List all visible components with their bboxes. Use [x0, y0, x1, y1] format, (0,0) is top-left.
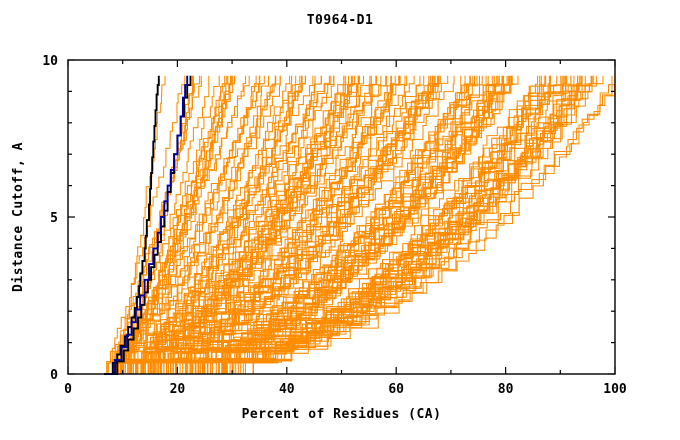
prediction-curve — [100, 75, 257, 375]
prediction-curve — [101, 75, 250, 375]
x-tick-label: 80 — [498, 382, 514, 397]
prediction-curve — [98, 75, 316, 375]
prediction-curve — [97, 75, 306, 375]
prediction-curve — [107, 75, 270, 375]
prediction-curve — [114, 75, 220, 375]
prediction-curve — [113, 75, 401, 375]
prediction-curve — [96, 75, 360, 375]
prediction-curve — [114, 75, 582, 375]
y-axis-title: Distance Cutoff, A — [11, 142, 26, 292]
x-tick-label: 20 — [170, 382, 186, 397]
chart-title: T0964-D1 — [306, 13, 374, 28]
prediction-curve — [101, 75, 583, 375]
prediction-curve — [104, 75, 562, 375]
x-tick-label: 60 — [388, 382, 404, 397]
prediction-curve — [109, 75, 483, 375]
y-tick-label: 5 — [50, 211, 58, 226]
prediction-curve — [98, 75, 441, 375]
prediction-curve — [102, 75, 234, 375]
prediction-curve — [103, 75, 568, 375]
axis-frame — [67, 59, 616, 375]
prediction-curve — [108, 75, 440, 375]
x-tick-label: 0 — [64, 382, 72, 397]
prediction-curve — [99, 75, 539, 375]
prediction-curve — [114, 75, 498, 375]
prediction-curve — [98, 75, 415, 375]
prediction-curve — [107, 75, 265, 375]
prediction-curve — [102, 75, 563, 375]
y-tick-label: 0 — [50, 368, 58, 383]
prediction-curve — [104, 75, 558, 375]
x-tick-label: 40 — [279, 382, 295, 397]
prediction-curve — [106, 75, 400, 375]
prediction-curve — [112, 75, 474, 375]
prediction-curve — [101, 75, 594, 375]
reference-curve-black-reference-1 — [104, 75, 160, 375]
prediction-curve — [112, 75, 439, 375]
y-tick-label: 10 — [42, 54, 58, 69]
prediction-curve — [109, 75, 616, 375]
prediction-curve — [96, 75, 356, 375]
prediction-curve — [111, 75, 281, 375]
prediction-curve — [102, 75, 186, 375]
reference-curve-blue-reference — [105, 75, 189, 375]
x-tick-label: 100 — [603, 382, 627, 397]
prediction-curve — [110, 75, 281, 375]
prediction-curve — [112, 75, 499, 375]
prediction-curve — [97, 75, 261, 375]
prediction-curve — [110, 75, 431, 375]
prediction-curve — [101, 75, 616, 375]
curves-layer — [96, 75, 616, 375]
x-axis-title: Percent of Residues (CA) — [242, 407, 442, 422]
prediction-curve — [105, 75, 597, 375]
prediction-curve — [100, 75, 322, 375]
prediction-curve — [97, 75, 377, 375]
prediction-curve — [103, 75, 613, 375]
axis-labels: 0 20 40 60 80 100 0 5 10 Percent of Residues (CA)… — [11, 54, 627, 422]
